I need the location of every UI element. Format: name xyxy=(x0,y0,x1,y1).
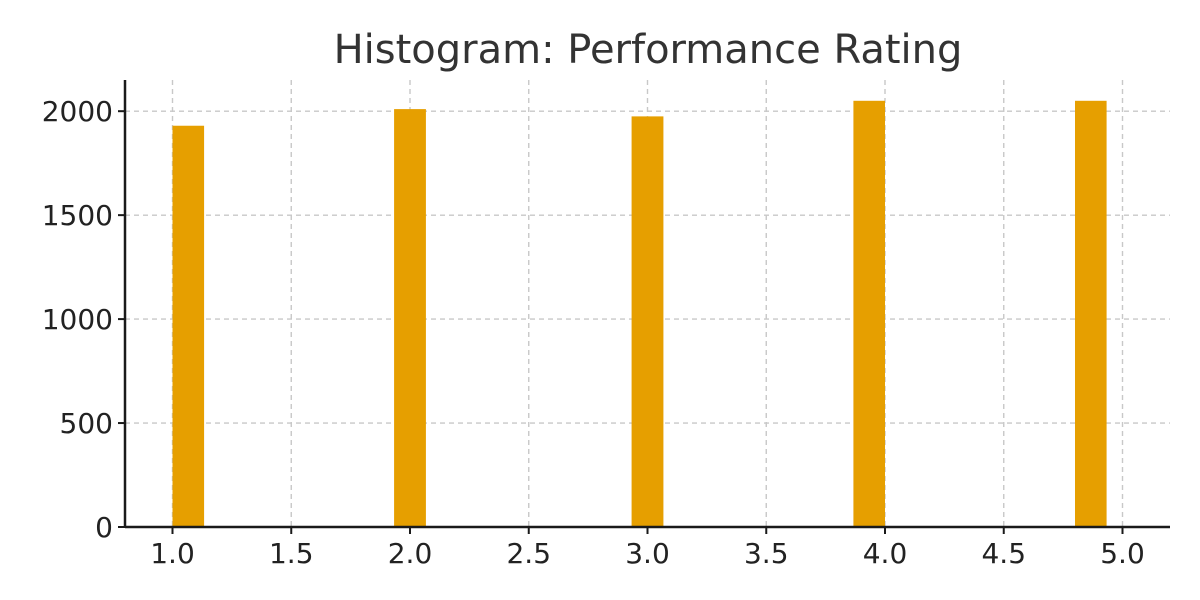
x-tick-label: 1.5 xyxy=(269,537,314,570)
x-tick-label: 1.0 xyxy=(150,537,195,570)
histogram-bar xyxy=(172,125,205,527)
y-tick-label: 1000 xyxy=(42,303,113,336)
axes-layer xyxy=(118,80,1170,534)
x-tick-label: 5.0 xyxy=(1100,537,1145,570)
histogram-bar xyxy=(631,116,664,527)
x-tick-label: 4.0 xyxy=(863,537,908,570)
x-tick-label: 2.0 xyxy=(388,537,433,570)
x-tick-label: 2.5 xyxy=(506,537,551,570)
y-tick-label: 0 xyxy=(95,511,113,544)
x-tick-label: 3.0 xyxy=(625,537,670,570)
histogram-bar xyxy=(853,100,885,527)
bars-layer xyxy=(172,100,1107,527)
tick-labels-layer: 1.0 1.5 2.0 2.5 3.0 3.5 4.0 4.5 5.0 0 500 1000 1500 2… xyxy=(42,95,1145,570)
histogram-bar xyxy=(1075,100,1107,527)
y-tick-label: 2000 xyxy=(42,95,113,128)
x-tick-label: 4.5 xyxy=(981,537,1026,570)
y-tick-label: 500 xyxy=(60,407,113,440)
chart-title: Histogram: Performance Rating xyxy=(334,27,963,73)
histogram-bar xyxy=(394,109,426,527)
y-tick-label: 1500 xyxy=(42,199,113,232)
x-tick-label: 3.5 xyxy=(744,537,789,570)
